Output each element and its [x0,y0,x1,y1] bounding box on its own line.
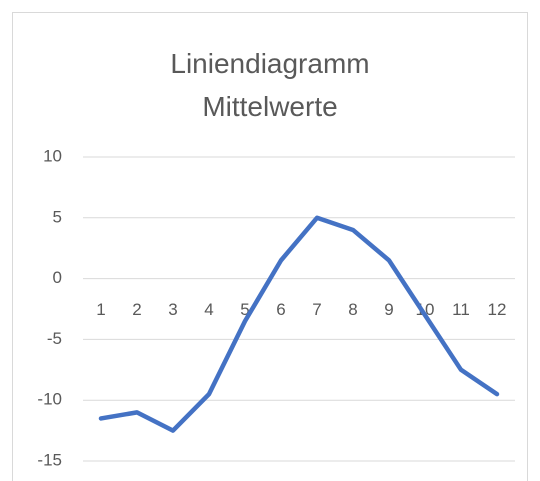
y-tick-label: 10 [43,146,62,165]
x-tick-label: 11 [452,300,470,319]
x-tick-label: 1 [96,300,105,319]
x-tick-label: 2 [132,300,141,319]
x-tick-label: 3 [168,300,177,319]
x-tick-label: 6 [276,300,285,319]
y-tick-label: -5 [47,329,62,348]
y-tick-label: -15 [37,450,62,469]
x-tick-label: 7 [312,300,321,319]
chart-border [12,12,528,481]
x-tick-label: 12 [488,300,507,319]
chart-title: Liniendiagramm Mittelwerte [170,48,370,122]
y-tick-label: 5 [53,207,62,226]
x-tick-label: 8 [348,300,357,319]
x-tick-label: 5 [240,300,249,319]
x-tick-label: 4 [204,300,213,319]
y-tick-label: -10 [37,390,62,409]
data-line [98,215,500,433]
x-tick-label: 9 [384,300,393,319]
y-tick-label: 0 [53,268,62,287]
